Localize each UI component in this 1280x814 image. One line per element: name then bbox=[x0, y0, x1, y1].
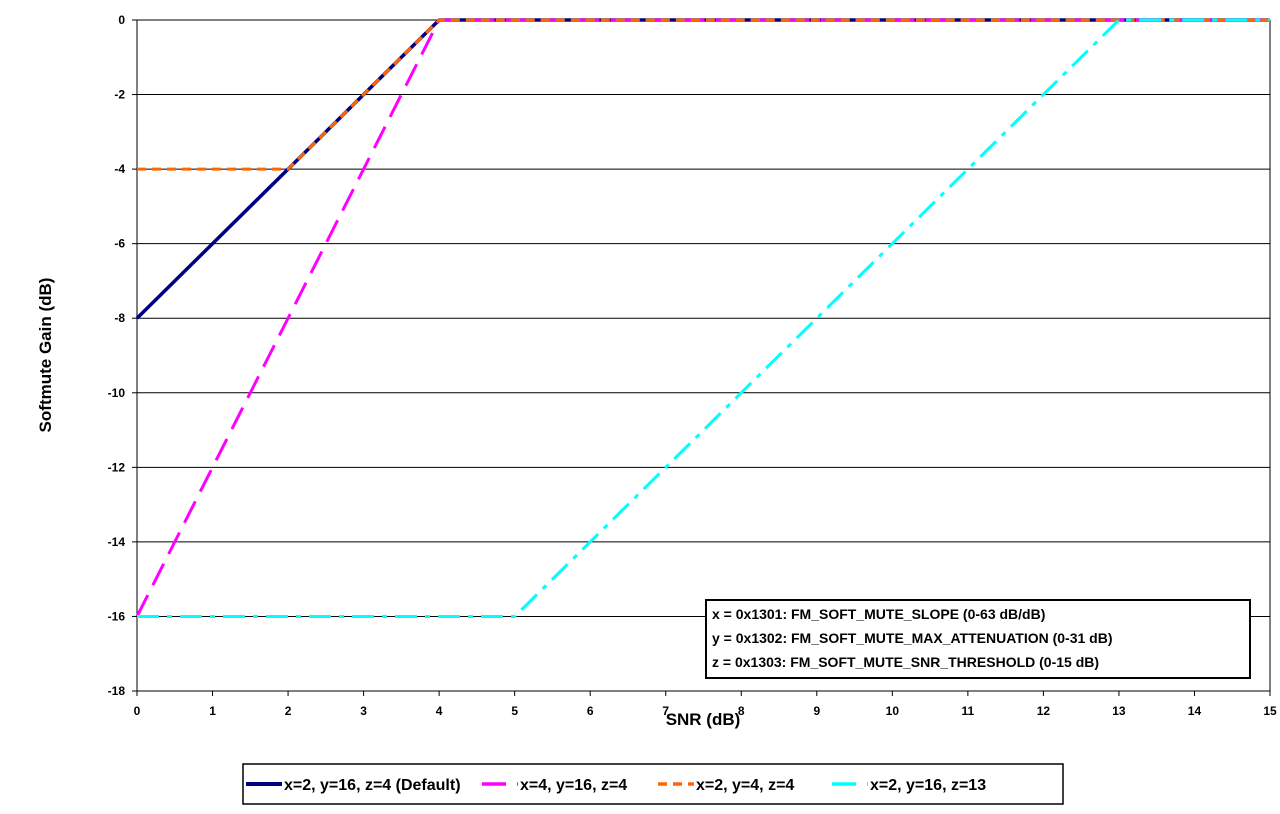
y-tick-label: -12 bbox=[108, 460, 126, 474]
x-axis-title: SNR (dB) bbox=[666, 710, 741, 729]
x-tick-label: 10 bbox=[886, 704, 900, 718]
annotation-line-x: x = 0x1301: FM_SOFT_MUTE_SLOPE (0-63 dB/… bbox=[712, 606, 1045, 622]
y-tick-label: -16 bbox=[108, 609, 126, 623]
gridlines bbox=[137, 19, 1270, 692]
register-annotation-box: x = 0x1301: FM_SOFT_MUTE_SLOPE (0-63 dB/… bbox=[705, 599, 1251, 679]
y-tick-label: -8 bbox=[114, 311, 125, 325]
plot-area-frame bbox=[136, 19, 1271, 692]
axis-ticks: 0-2-4-6-8-10-12-14-16-180 1 2 3 4 5 6 7 8 9 10 11 12… bbox=[108, 13, 1277, 718]
x-tick-label: 5 bbox=[511, 704, 518, 718]
x-tick-label: 14 bbox=[1188, 704, 1202, 718]
x-tick-label: 15 bbox=[1263, 704, 1277, 718]
x-tick-label: 12 bbox=[1037, 704, 1051, 718]
series-layer bbox=[135, 18, 1270, 618]
legend: x=2, y=16, z=4 (Default) x=4, y=16, z=4 x=… bbox=[242, 763, 1064, 805]
x-tick-label: 2 bbox=[285, 704, 292, 718]
annotation-line-z: z = 0x1303: FM_SOFT_MUTE_SNR_THRESHOLD (… bbox=[712, 654, 1099, 670]
y-tick-label: -2 bbox=[114, 88, 125, 102]
legend-label-4: x=2, y=16, z=13 bbox=[870, 777, 986, 794]
legend-label-1: x=2, y=16, z=4 (Default) bbox=[284, 777, 461, 794]
x-tick-label: 11 bbox=[962, 704, 975, 718]
y-tick-label: -14 bbox=[108, 535, 126, 549]
legend-label-3: x=2, y=4, z=4 bbox=[696, 777, 794, 794]
annotation-line-y: y = 0x1302: FM_SOFT_MUTE_MAX_ATTENUATION… bbox=[712, 630, 1113, 646]
x-tick-label: 8 bbox=[738, 704, 745, 718]
x-tick-label: 0 bbox=[134, 704, 141, 718]
legend-label-2: x=4, y=16, z=4 bbox=[520, 777, 627, 794]
x-tick-label: 1 bbox=[209, 704, 216, 718]
y-tick-label: -4 bbox=[114, 162, 125, 176]
y-tick-label: 0 bbox=[118, 13, 125, 27]
y-axis-title: Softmute Gain (dB) bbox=[36, 278, 55, 433]
legend-frame bbox=[242, 763, 1064, 805]
series-line-3 bbox=[137, 18, 1270, 171]
y-tick-label: -6 bbox=[114, 237, 125, 251]
y-tick-label: -18 bbox=[108, 684, 126, 698]
x-tick-label: 7 bbox=[662, 704, 669, 718]
x-tick-label: 6 bbox=[587, 704, 594, 718]
series-line-4 bbox=[137, 18, 1270, 618]
x-tick-label: 3 bbox=[360, 704, 367, 718]
x-tick-label: 4 bbox=[436, 704, 443, 718]
x-tick-label: 9 bbox=[813, 704, 820, 718]
y-tick-label: -10 bbox=[108, 386, 126, 400]
x-tick-label: 13 bbox=[1112, 704, 1126, 718]
